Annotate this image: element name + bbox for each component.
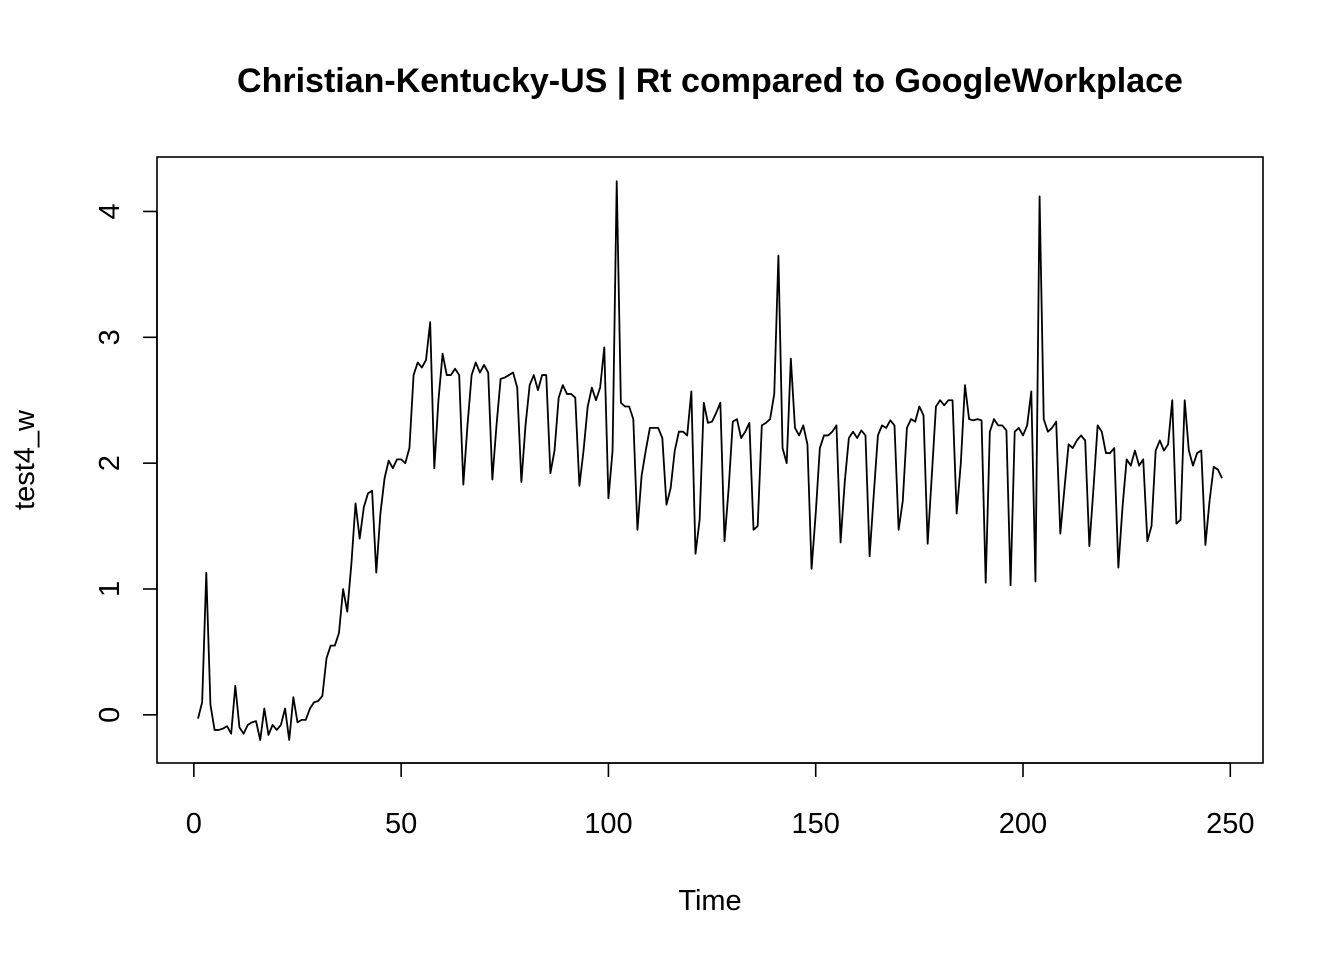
y-tick-label: 3 xyxy=(94,329,126,345)
series-line xyxy=(197,180,1223,741)
x-axis-label: Time xyxy=(678,885,741,917)
x-tick-label: 200 xyxy=(999,808,1047,840)
x-axis: 0 50 100 150 200 250 xyxy=(186,762,1254,840)
x-tick-label: 0 xyxy=(186,808,202,840)
y-axis: 0 1 2 3 4 xyxy=(94,203,158,723)
chart-title: Christian-Kentucky-US | Rt compared to G… xyxy=(237,62,1183,100)
y-axis-label: test4_w xyxy=(9,409,41,510)
x-tick-label: 50 xyxy=(385,808,417,840)
y-tick-label: 4 xyxy=(94,203,126,219)
y-tick-label: 0 xyxy=(94,707,126,723)
x-tick-label: 150 xyxy=(792,808,840,840)
y-tick-label: 1 xyxy=(94,581,126,597)
plot-frame xyxy=(156,156,1264,764)
x-tick-label: 250 xyxy=(1206,808,1254,840)
y-tick-label: 2 xyxy=(94,455,126,471)
series-layer xyxy=(197,180,1223,741)
x-tick-label: 100 xyxy=(584,808,632,840)
